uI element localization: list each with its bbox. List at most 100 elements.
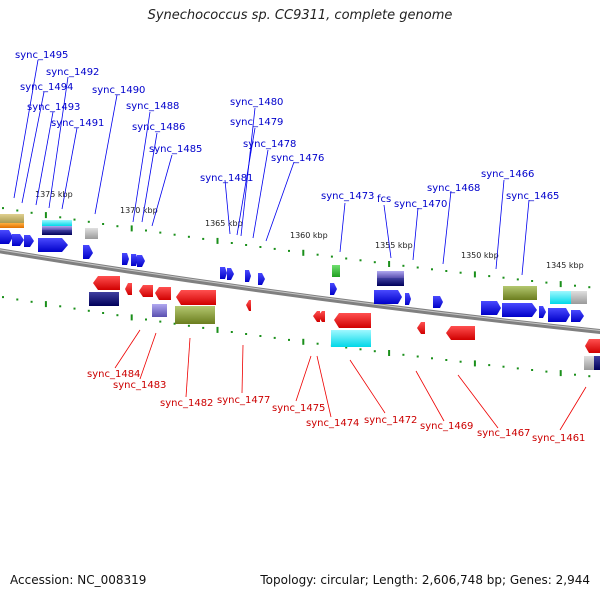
minor-tick bbox=[259, 246, 262, 248]
minor-tick bbox=[373, 350, 376, 353]
gene-label: sync_1491 bbox=[51, 118, 104, 129]
gene-arrow bbox=[318, 311, 325, 322]
minor-tick bbox=[273, 247, 276, 250]
minor-tick bbox=[445, 270, 448, 272]
minor-tick bbox=[588, 375, 591, 378]
minor-tick bbox=[2, 296, 4, 299]
gene-arrow bbox=[417, 322, 425, 334]
kbp-label: 1350 kbp bbox=[461, 251, 499, 260]
top-gene-labels: sync_1495 sync_1492 sync_1494 sync_1493 … bbox=[15, 50, 559, 210]
gene-arrow bbox=[176, 290, 216, 305]
gene-arrow bbox=[125, 283, 132, 295]
gene-label: sync_1481 bbox=[200, 173, 253, 184]
minor-tick bbox=[488, 364, 491, 367]
minor-tick bbox=[145, 318, 147, 321]
topology-text: Topology: circular; Length: 2,606,748 bp… bbox=[260, 573, 590, 587]
minor-tick bbox=[59, 305, 62, 308]
kbp-label: 1370 kbp bbox=[120, 206, 158, 215]
gene-label: sync_1466 bbox=[481, 169, 534, 180]
minor-tick bbox=[416, 355, 419, 358]
major-tick bbox=[44, 301, 47, 308]
major-tick bbox=[559, 281, 562, 288]
gene-arrow bbox=[12, 234, 24, 246]
minor-tick bbox=[545, 281, 548, 284]
major-tick bbox=[130, 314, 133, 321]
minor-tick bbox=[173, 233, 176, 236]
minor-tick bbox=[245, 333, 248, 335]
gene-box bbox=[0, 223, 24, 228]
minor-tick bbox=[116, 314, 119, 317]
gene-label: sync_1480 bbox=[230, 97, 283, 108]
gene-label: sync_1476 bbox=[271, 153, 324, 164]
gene-arrow bbox=[24, 235, 34, 247]
major-tick bbox=[388, 350, 391, 356]
minor-tick bbox=[588, 286, 591, 289]
minor-tick bbox=[202, 237, 205, 240]
minor-tick bbox=[102, 312, 105, 314]
minor-tick bbox=[531, 280, 534, 282]
gene-box bbox=[377, 271, 404, 278]
minor-tick bbox=[416, 266, 419, 269]
gene-arrow bbox=[155, 287, 171, 300]
minor-tick bbox=[316, 342, 319, 345]
gene-label: sync_1492 bbox=[46, 67, 99, 78]
major-tick bbox=[473, 360, 476, 367]
gene-arrow bbox=[571, 310, 584, 322]
gene-label: sync_1467 bbox=[477, 428, 530, 439]
gene-label: sync_1474 bbox=[306, 418, 359, 429]
minor-tick bbox=[187, 235, 190, 238]
gene-label: fcs bbox=[377, 194, 391, 205]
minor-tick bbox=[545, 370, 548, 373]
gene-label: sync_1484 bbox=[87, 369, 140, 380]
gene-box bbox=[503, 286, 537, 300]
minor-tick bbox=[402, 264, 405, 267]
minor-tick bbox=[402, 353, 405, 356]
major-tick bbox=[302, 338, 305, 345]
minor-tick bbox=[73, 218, 76, 221]
gene-arrow bbox=[139, 285, 153, 297]
minor-tick bbox=[30, 211, 33, 214]
gene-arrow bbox=[245, 270, 251, 282]
gene-arrow bbox=[246, 300, 251, 311]
gene-arrow bbox=[502, 303, 537, 317]
gene-box bbox=[332, 265, 340, 277]
gene-box bbox=[550, 291, 571, 304]
bottom-gene-labels: sync_1484 sync_1483 sync_1482 sync_1477 … bbox=[87, 369, 585, 444]
kbp-label: 1355 kbp bbox=[375, 241, 413, 250]
top-colored-genes bbox=[0, 214, 587, 304]
gene-box bbox=[85, 228, 98, 239]
minor-tick bbox=[531, 369, 534, 371]
gene-label: sync_1485 bbox=[149, 144, 202, 155]
minor-tick bbox=[502, 365, 505, 368]
minor-tick bbox=[59, 216, 62, 219]
tick-dots bbox=[2, 207, 591, 378]
minor-tick bbox=[116, 225, 119, 228]
gene-label: sync_1490 bbox=[92, 85, 145, 96]
gene-arrow bbox=[93, 276, 120, 290]
kbp-scale: 1375 kbp 1370 kbp 1365 kbp 1360 kbp 1355… bbox=[35, 190, 584, 270]
minor-tick bbox=[273, 336, 276, 339]
gene-box bbox=[42, 226, 72, 230]
gene-arrow bbox=[548, 308, 570, 322]
minor-tick bbox=[145, 229, 147, 232]
gene-box bbox=[152, 304, 167, 317]
gene-arrow bbox=[220, 267, 227, 279]
genome-backbone bbox=[0, 248, 600, 334]
minor-tick bbox=[288, 249, 290, 252]
gene-box bbox=[584, 356, 594, 370]
top-strand-arrows bbox=[0, 230, 584, 322]
accession-text: Accession: NC_008319 bbox=[10, 573, 147, 587]
gene-label: sync_1470 bbox=[394, 199, 447, 210]
gene-arrow bbox=[481, 301, 501, 315]
major-tick bbox=[130, 225, 133, 232]
gene-box bbox=[175, 306, 215, 324]
gene-label: sync_1473 bbox=[321, 191, 374, 202]
minor-tick bbox=[316, 253, 319, 256]
minor-tick bbox=[359, 259, 362, 262]
minor-tick bbox=[330, 255, 333, 258]
minor-tick bbox=[345, 257, 348, 260]
top-leader-lines bbox=[13, 59, 530, 276]
major-tick bbox=[302, 249, 305, 256]
minor-tick bbox=[16, 298, 19, 301]
